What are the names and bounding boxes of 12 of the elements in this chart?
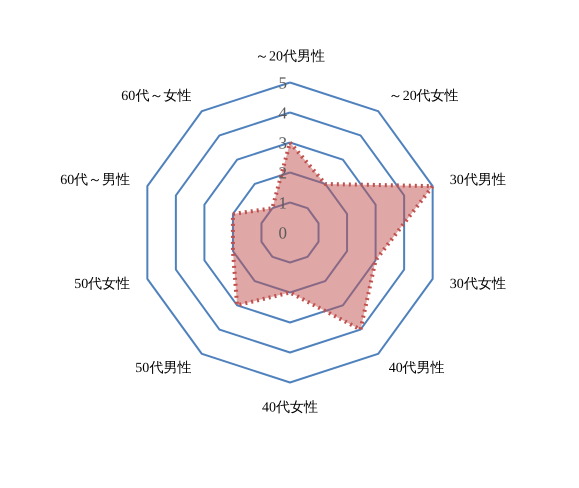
spoke-label: ～20代女性 bbox=[388, 88, 459, 104]
spoke-label: 30代女性 bbox=[450, 276, 506, 292]
spoke-label: 30代男性 bbox=[450, 172, 506, 188]
y-tick-label: 0 bbox=[278, 224, 287, 242]
spoke-label: 40代女性 bbox=[262, 400, 318, 416]
spoke-label: 50代男性 bbox=[135, 360, 192, 376]
spoke-label: 40代男性 bbox=[388, 360, 445, 376]
y-tick-label: 2 bbox=[278, 164, 287, 182]
spoke-label: 60代～男性 bbox=[60, 172, 130, 188]
spoke-label: 60代～女性 bbox=[121, 88, 192, 104]
spoke-label: 50代女性 bbox=[74, 276, 130, 292]
spoke-label: ～20代男性 bbox=[255, 48, 325, 64]
